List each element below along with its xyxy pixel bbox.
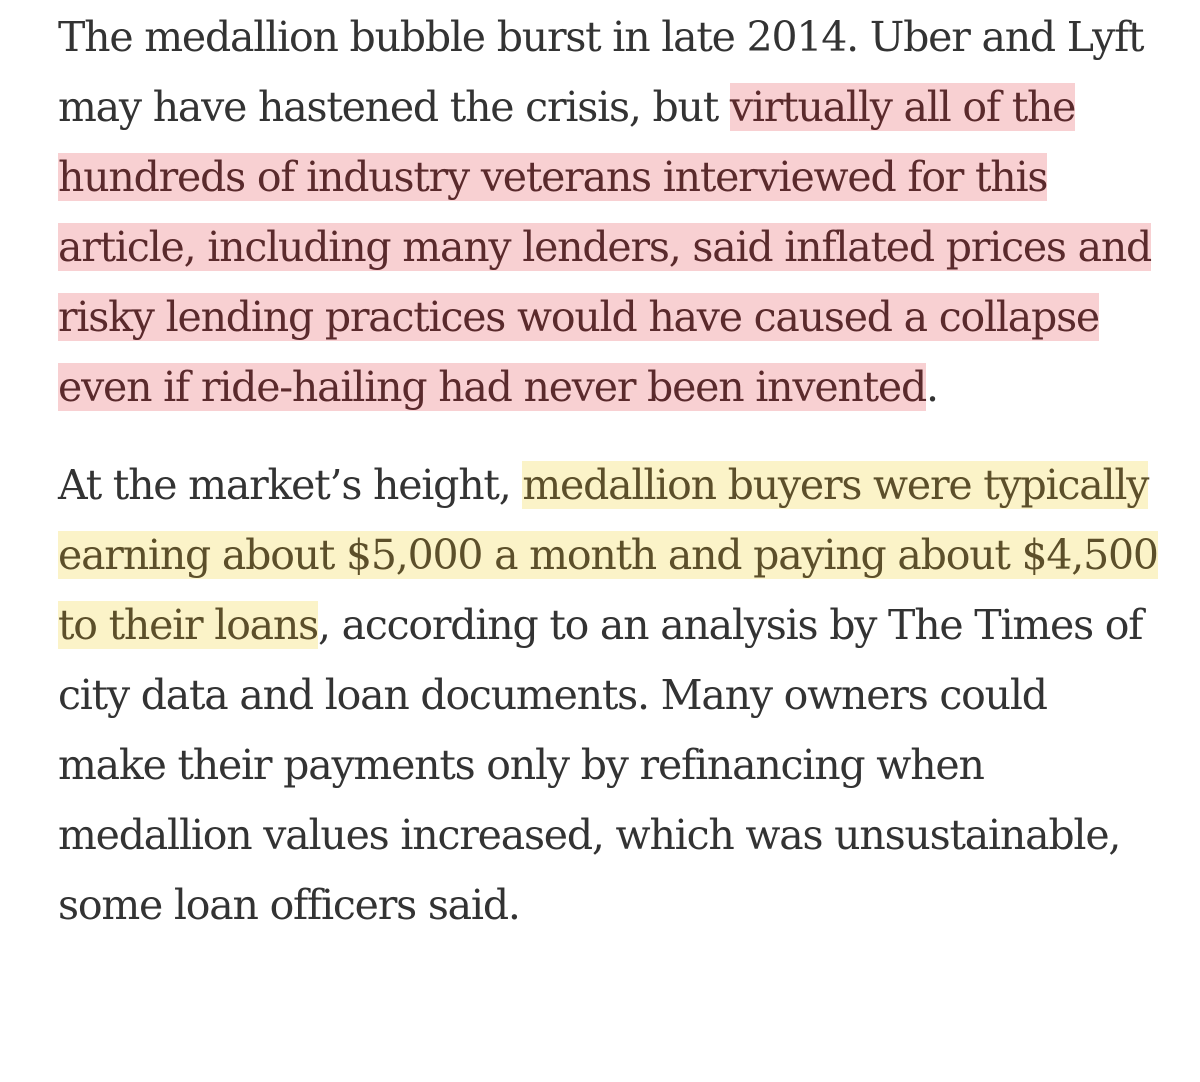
- highlighted-passage-red[interactable]: virtually all of the hundreds of industr…: [58, 83, 1152, 411]
- paragraph-market-height: At the market’s height, medallion buyers…: [58, 450, 1159, 940]
- paragraph-text: At the market’s height,: [58, 461, 523, 509]
- paragraph-text: The medallion bubble burst in late 2014.…: [58, 13, 1145, 131]
- article-body: The medallion bubble burst in late 2014.…: [58, 2, 1159, 940]
- paragraph-medallion-bubble: The medallion bubble burst in late 2014.…: [58, 2, 1158, 422]
- paragraph-text: , according to an analysis by The Times …: [58, 601, 1143, 929]
- paragraph-text: .: [926, 363, 939, 411]
